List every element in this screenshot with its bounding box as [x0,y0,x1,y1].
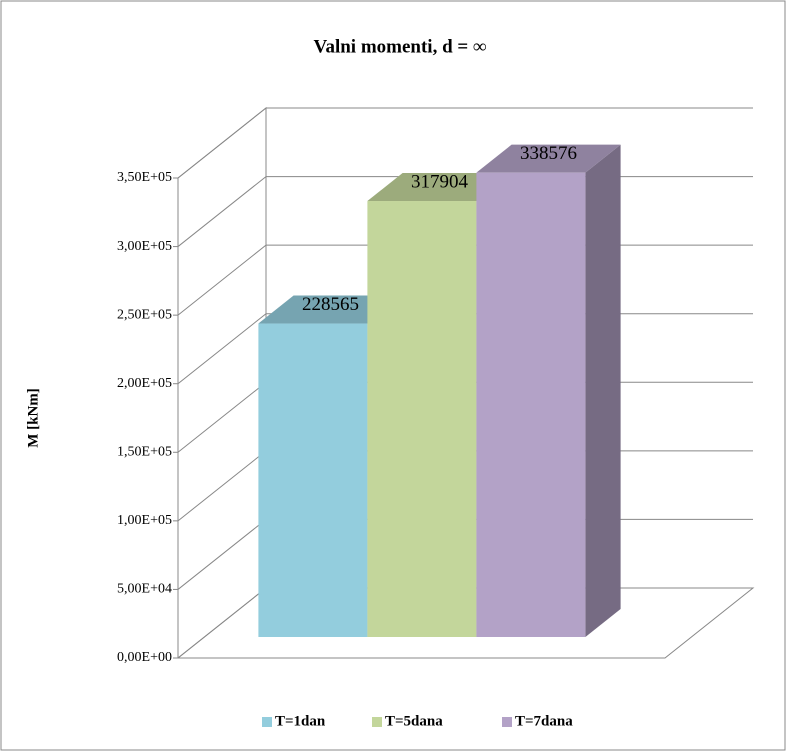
legend-label: T=5dana [385,713,443,729]
grid-line [177,107,753,179]
legend-swatch [502,717,512,727]
bar [476,172,586,637]
data-label: 317904 [411,171,469,192]
bar-top [258,295,403,324]
y-tick-label: 2,00E+05 [117,376,172,391]
bar [367,201,477,637]
data-label: 338576 [520,143,577,164]
y-axis-label: M [kNm] [25,388,41,448]
chart-title: Valni momenti, d = ∞ [313,36,486,57]
legend-label: T=7dana [515,713,573,729]
y-tick-label: 3,50E+05 [117,170,172,185]
y-tick-label: 3,00E+05 [117,239,172,254]
y-tick-label: 5,00E+04 [117,582,172,597]
y-tick-label: 1,00E+05 [117,513,172,528]
legend-swatch [372,717,382,727]
bar [258,323,368,637]
y-tick-label: 2,50E+05 [117,307,172,322]
y-tick-label: 0,00E+00 [117,650,172,665]
legend-swatch [262,717,272,727]
data-label: 228565 [302,294,359,315]
bar-top [367,173,512,202]
legend-label: T=1dan [275,713,326,729]
y-tick-label: 1,50E+05 [117,445,172,460]
bar-side [585,144,621,637]
bar-top [476,144,621,173]
